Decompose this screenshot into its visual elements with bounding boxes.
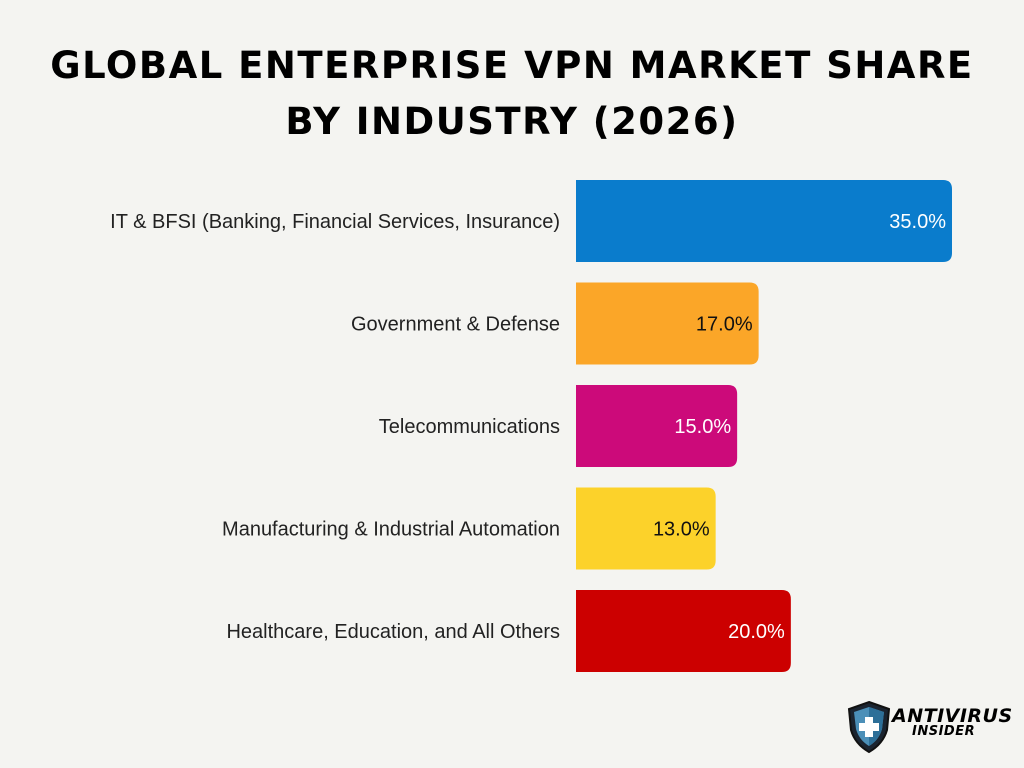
antivirus-insider-logo: ANTIVIRUS INSIDER [846,700,1012,756]
bar-it-bfsi-banking-financial-services-insurance [576,180,952,262]
category-label-healthcare-education-and-all-others: Healthcare, Education, and All Others [226,621,560,643]
logo-wordmark-bottom: INSIDER [912,724,976,739]
bar-healthcare-education-and-all-others [576,590,791,672]
category-label-telecommunications: Telecommunications [379,416,560,438]
shield-plus-icon [847,700,891,754]
value-label-government-defense: 17.0% [696,314,753,336]
bar-government-defense [576,282,759,365]
bar-manufacturing-industrial-automation [576,487,716,570]
chart-title: Global Enterprise VPN Market Share by In… [0,38,1024,150]
logo-wordmark-top: ANTIVIRUS [892,705,1013,727]
category-label-it-bfsi-banking-financial-services-insurance: IT & BFSI (Banking, Financial Services, … [110,211,560,233]
value-label-it-bfsi-banking-financial-services-insurance: 35.0% [889,211,946,233]
chart-title-line-2: by Industry (2026) [285,100,739,143]
value-label-manufacturing-industrial-automation: 13.0% [653,519,710,541]
category-label-manufacturing-industrial-automation: Manufacturing & Industrial Automation [222,519,560,541]
category-label-government-defense: Government & Defense [351,314,560,336]
value-label-healthcare-education-and-all-others: 20.0% [728,621,785,643]
value-label-telecommunications: 15.0% [674,416,731,438]
bar-telecommunications [576,385,738,467]
chart-title-line-1: Global Enterprise VPN Market Share [50,44,974,87]
